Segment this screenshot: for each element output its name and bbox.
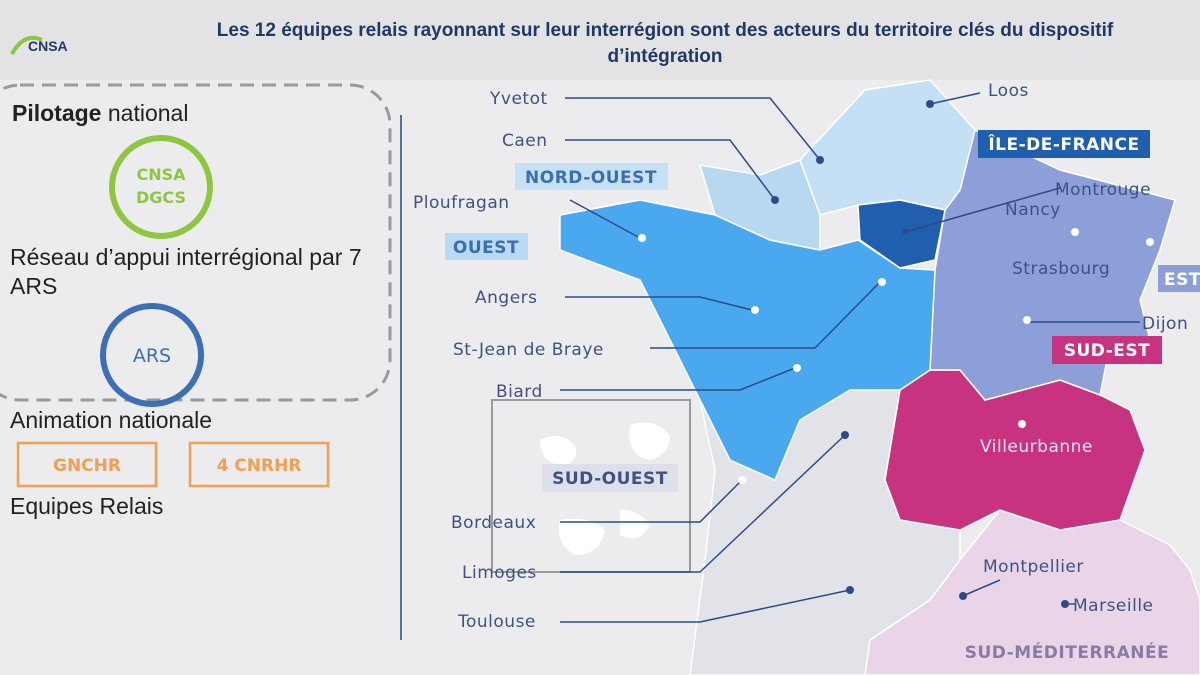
label-bg (445, 233, 528, 260)
leader-line (565, 97, 821, 161)
city: Montpellier (983, 557, 1084, 577)
box-text: GNCHR (53, 456, 121, 476)
box (188, 441, 330, 488)
region-normandie (698, 159, 821, 251)
region-nord (799, 79, 976, 216)
region-label: SUD-OUEST (552, 469, 668, 489)
region-label: SUD-EST (1064, 341, 1150, 361)
city: Yvetot (489, 89, 548, 109)
logo-mark (10, 35, 43, 56)
region-labels: NORD-OUEST OUEST ÎLE-DE-FRANCE EST SUD-E… (445, 130, 1200, 665)
label-bg (1158, 265, 1200, 292)
box-text: 4 CNRHR (217, 456, 302, 476)
city-dot (638, 234, 646, 242)
city-dot (841, 431, 849, 439)
city-dot (1023, 316, 1031, 324)
header: CNSA Les 12 équipes relais rayonnant sur… (0, 0, 1200, 80)
title: Les 12 équipes relais rayonnant sur leur… (216, 20, 1114, 67)
leader-line (565, 139, 776, 201)
reseau: Réseau d’appui interrégional par 7 ARS (10, 244, 362, 299)
animation: Animation nationale (10, 407, 213, 433)
circle-ars (100, 303, 204, 407)
leader-line (565, 296, 753, 311)
logo: CNSA (28, 38, 68, 54)
city: Toulouse (457, 612, 536, 632)
region-idf (857, 199, 946, 269)
city-dot (1071, 228, 1079, 236)
leader-line (929, 92, 981, 105)
city: Nancy (1005, 200, 1061, 220)
city: Loos (988, 81, 1029, 101)
pilotage: Pilotage national (12, 100, 188, 127)
circle-text: ARS (133, 345, 171, 367)
city: Montrouge (1055, 180, 1151, 200)
city: Bordeaux (451, 513, 536, 533)
city-dot (793, 364, 801, 372)
leader-line (560, 479, 743, 523)
city-dot (878, 278, 886, 286)
leader-line (904, 187, 1061, 233)
region-label: ÎLE-DE-FRANCE (988, 133, 1139, 155)
pilotage-rest: national (107, 100, 189, 126)
circle-text: DGCS (136, 188, 186, 207)
city: Villeurbanne (980, 437, 1093, 457)
label-bg (542, 464, 678, 492)
map (559, 79, 1200, 675)
city: St-Jean de Braye (453, 340, 604, 360)
leader-line (560, 434, 846, 573)
city-dot (846, 586, 854, 594)
region-label: OUEST (453, 238, 519, 258)
pilotage-bold: Pilotage (12, 100, 102, 126)
region-label: NORD-OUEST (525, 168, 657, 188)
circle-cnsa (109, 135, 213, 239)
city: Caen (502, 131, 548, 151)
leader-line (560, 367, 796, 391)
pilotage-frame (0, 83, 392, 402)
leader-line (569, 199, 641, 239)
label-bg (978, 130, 1150, 158)
city: Limoges (462, 563, 537, 583)
city-dot (926, 100, 934, 108)
city-dot (959, 592, 967, 600)
label-bg (1052, 336, 1162, 364)
label-bg (515, 163, 668, 190)
leader-line (964, 579, 1001, 596)
region-label: EST (1164, 270, 1200, 290)
city-dot (738, 476, 746, 484)
leader-line (560, 589, 851, 623)
city: Angers (475, 288, 538, 308)
city: Marseille (1073, 596, 1154, 616)
city-dot (771, 196, 779, 204)
city: Biard (496, 382, 543, 402)
region-label: SUD-MÉDITERRANÉE (965, 641, 1170, 663)
city: Strasbourg (1012, 259, 1110, 279)
city-dot (816, 156, 824, 164)
city-dot (751, 306, 759, 314)
equipes: Equipes Relais (10, 493, 164, 519)
city-labels: Yvetot Caen Ploufragan Angers St-Jean de… (413, 81, 1188, 632)
leaders (560, 92, 1154, 623)
leader-line (650, 281, 881, 349)
city-dot (1018, 420, 1026, 428)
city: Ploufragan (413, 193, 510, 213)
leader-line (10, 35, 43, 56)
box (16, 441, 158, 488)
label-bg (955, 638, 1180, 665)
city-dot (902, 229, 908, 235)
circle-text: CNSA (136, 165, 186, 184)
city: Dijon (1142, 314, 1188, 334)
city-dot (1146, 238, 1154, 246)
city-dot (1061, 600, 1069, 608)
